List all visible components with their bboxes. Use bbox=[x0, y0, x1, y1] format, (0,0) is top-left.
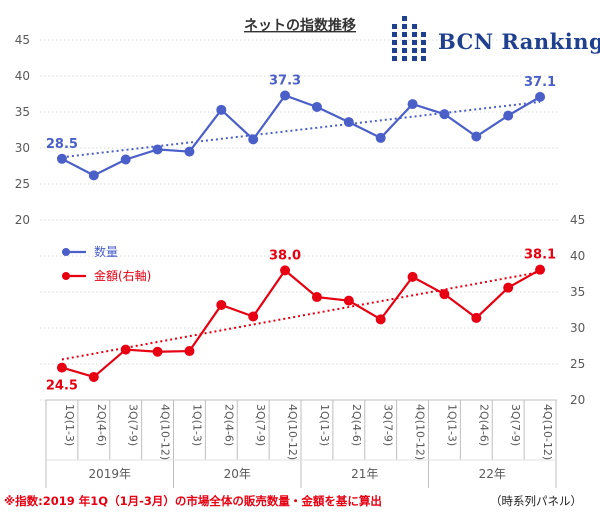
right-tick-label: 40 bbox=[570, 249, 585, 263]
x-tick-label: 1Q(1-3) bbox=[318, 404, 331, 446]
axis-ticks: 20 25 30 35 40 45 20 25 30 35 40 45 bbox=[15, 33, 586, 407]
trendline-left bbox=[61, 100, 541, 159]
data-point-left bbox=[535, 91, 546, 102]
data-point-right bbox=[88, 371, 99, 382]
brand-name: BCN Ranking bbox=[438, 29, 600, 54]
data-point-left bbox=[152, 144, 163, 155]
data-label-left: 37.3 bbox=[269, 73, 301, 88]
x-tick-label: 2Q(4-6) bbox=[95, 404, 108, 446]
trendlines bbox=[61, 100, 541, 361]
data-label-left: 37.1 bbox=[524, 75, 556, 90]
x-tick-label: 4Q(10-12) bbox=[541, 404, 554, 460]
x-tick-label: 3Q(7-9) bbox=[254, 404, 267, 446]
data-point-left bbox=[503, 110, 514, 121]
data-point-right bbox=[311, 292, 322, 303]
data-point-right bbox=[56, 362, 67, 373]
data-point-left bbox=[280, 90, 291, 101]
data-point-right bbox=[439, 289, 450, 300]
data-point-left bbox=[120, 154, 131, 165]
series-line-right bbox=[61, 268, 541, 379]
series-layer bbox=[56, 90, 546, 382]
data-label-right: 38.1 bbox=[524, 248, 556, 263]
data-point-right bbox=[280, 265, 291, 276]
x-axis: 1Q(1-3) 2Q(4-6) 3Q(7-9) 4Q(10-12) 1Q(1-3) 2Q(… bbox=[45, 399, 557, 488]
data-point-left bbox=[56, 153, 67, 164]
data-point-left bbox=[471, 131, 482, 142]
right-tick-label: 20 bbox=[570, 393, 585, 407]
data-point-right bbox=[535, 264, 546, 275]
data-point-right bbox=[184, 346, 195, 357]
data-point-left bbox=[343, 117, 354, 128]
left-tick-label: 20 bbox=[15, 213, 30, 227]
x-tick-label: 1Q(1-3) bbox=[445, 404, 458, 446]
legend-marker bbox=[62, 272, 70, 280]
data-point-left bbox=[311, 101, 322, 112]
x-tick-label: 1Q(1-3) bbox=[190, 404, 203, 446]
data-point-right bbox=[503, 282, 514, 293]
data-point-right bbox=[248, 311, 259, 322]
data-point-right bbox=[375, 314, 386, 325]
year-label: 20年 bbox=[224, 467, 251, 481]
footnote: ※指数:2019 年1Q（1月-3月）の市場全体の販売数量・金額を基に算出 bbox=[4, 494, 382, 508]
data-point-right bbox=[407, 271, 418, 282]
x-tick-label: 3Q(7-9) bbox=[509, 404, 522, 446]
x-tick-label: 4Q(10-12) bbox=[159, 404, 172, 460]
year-label: 21年 bbox=[351, 467, 378, 481]
data-point-left bbox=[88, 170, 99, 181]
data-point-left bbox=[184, 146, 195, 157]
gridlines bbox=[40, 39, 560, 401]
x-tick-label: 1Q(1-3) bbox=[63, 404, 76, 446]
legend-label: 金額(右軸) bbox=[94, 268, 151, 283]
x-tick-label: 2Q(4-6) bbox=[222, 404, 235, 446]
legend-marker bbox=[62, 248, 70, 256]
bcn-logo: BCN Ranking bbox=[392, 16, 600, 62]
left-tick-label: 35 bbox=[15, 105, 30, 119]
left-tick-label: 40 bbox=[15, 69, 30, 83]
x-tick-label: 2Q(4-6) bbox=[477, 404, 490, 446]
right-tick-label: 45 bbox=[570, 213, 585, 227]
trendline-right bbox=[61, 271, 541, 361]
x-tick-label: 2Q(4-6) bbox=[350, 404, 363, 446]
data-point-left bbox=[248, 134, 259, 145]
data-point-right bbox=[216, 299, 227, 310]
chart-title: ネットの指数推移 bbox=[244, 17, 356, 34]
legend-label: 数量 bbox=[94, 244, 118, 259]
panel-note: （時系列パネル） bbox=[490, 494, 582, 508]
x-tick-label: 3Q(7-9) bbox=[382, 404, 395, 446]
data-point-right bbox=[343, 295, 354, 306]
data-label-left: 28.5 bbox=[46, 137, 78, 152]
logo-grid-icon bbox=[392, 16, 426, 61]
x-tick-label: 4Q(10-12) bbox=[414, 404, 427, 460]
data-point-right bbox=[120, 344, 131, 355]
data-point-right bbox=[152, 346, 163, 357]
x-tick-label: 4Q(10-12) bbox=[286, 404, 299, 460]
left-tick-label: 25 bbox=[15, 177, 30, 191]
year-label: 2019年 bbox=[88, 467, 131, 481]
right-tick-label: 30 bbox=[570, 321, 585, 335]
year-label: 22年 bbox=[479, 467, 506, 481]
right-tick-label: 25 bbox=[570, 357, 585, 371]
data-labels: 28.5 37.3 37.1 24.5 38.0 38.1 bbox=[46, 73, 556, 393]
data-point-left bbox=[216, 104, 227, 115]
left-tick-label: 30 bbox=[15, 141, 30, 155]
data-point-left bbox=[439, 109, 450, 120]
series-line-left bbox=[61, 94, 541, 177]
data-point-right bbox=[471, 312, 482, 323]
data-label-right: 38.0 bbox=[269, 248, 301, 263]
right-tick-label: 35 bbox=[570, 285, 585, 299]
left-tick-label: 45 bbox=[15, 33, 30, 47]
x-tick-label: 3Q(7-9) bbox=[127, 404, 140, 446]
data-point-left bbox=[375, 132, 386, 143]
data-point-left bbox=[407, 99, 418, 110]
data-label-right: 24.5 bbox=[46, 379, 78, 394]
